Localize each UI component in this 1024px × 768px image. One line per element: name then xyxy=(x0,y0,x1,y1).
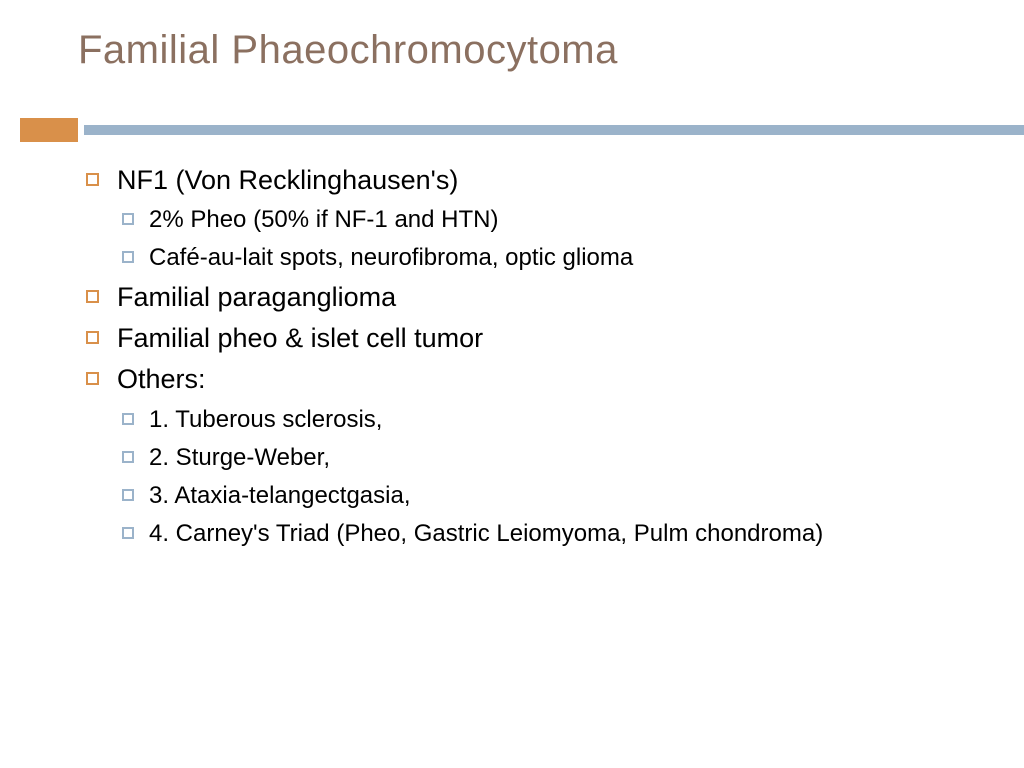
list-item: NF1 (Von Recklinghausen's) xyxy=(86,161,964,200)
square-sub-bullet-icon xyxy=(122,451,134,463)
square-bullet-icon xyxy=(86,372,99,385)
list-item-text: Others: xyxy=(117,360,206,399)
list-item-text: Café-au-lait spots, neurofibroma, optic … xyxy=(149,240,633,276)
square-bullet-icon xyxy=(86,331,99,344)
content-area: NF1 (Von Recklinghausen's) 2% Pheo (50% … xyxy=(0,139,1024,552)
list-item: Familial pheo & islet cell tumor xyxy=(86,319,964,358)
divider-line xyxy=(84,125,1024,135)
accent-block xyxy=(20,118,78,142)
square-bullet-icon xyxy=(86,173,99,186)
list-item-text: 3. Ataxia-telangectgasia, xyxy=(149,478,411,514)
list-item: 1. Tuberous sclerosis, xyxy=(122,402,964,438)
list-item-text: 2. Sturge-Weber, xyxy=(149,440,330,476)
list-item-text: Familial pheo & islet cell tumor xyxy=(117,319,483,358)
list-item: 3. Ataxia-telangectgasia, xyxy=(122,478,964,514)
slide-title: Familial Phaeochromocytoma xyxy=(0,28,1024,73)
list-item: 2. Sturge-Weber, xyxy=(122,440,964,476)
square-sub-bullet-icon xyxy=(122,213,134,225)
square-sub-bullet-icon xyxy=(122,489,134,501)
divider xyxy=(0,121,1024,139)
list-item-text: 2% Pheo (50% if NF-1 and HTN) xyxy=(149,202,498,238)
list-item: 2% Pheo (50% if NF-1 and HTN) xyxy=(122,202,964,238)
square-sub-bullet-icon xyxy=(122,251,134,263)
slide: Familial Phaeochromocytoma NF1 (Von Reck… xyxy=(0,0,1024,768)
list-item: Café-au-lait spots, neurofibroma, optic … xyxy=(122,240,964,276)
list-item: Others: xyxy=(86,360,964,399)
list-item-text: NF1 (Von Recklinghausen's) xyxy=(117,161,458,200)
list-item-text: 4. Carney's Triad (Pheo, Gastric Leiomyo… xyxy=(149,516,939,552)
square-sub-bullet-icon xyxy=(122,527,134,539)
square-sub-bullet-icon xyxy=(122,413,134,425)
list-item: 4. Carney's Triad (Pheo, Gastric Leiomyo… xyxy=(122,516,964,552)
square-bullet-icon xyxy=(86,290,99,303)
list-item-text: 1. Tuberous sclerosis, xyxy=(149,402,382,438)
list-item-text: Familial paraganglioma xyxy=(117,278,396,317)
list-item: Familial paraganglioma xyxy=(86,278,964,317)
